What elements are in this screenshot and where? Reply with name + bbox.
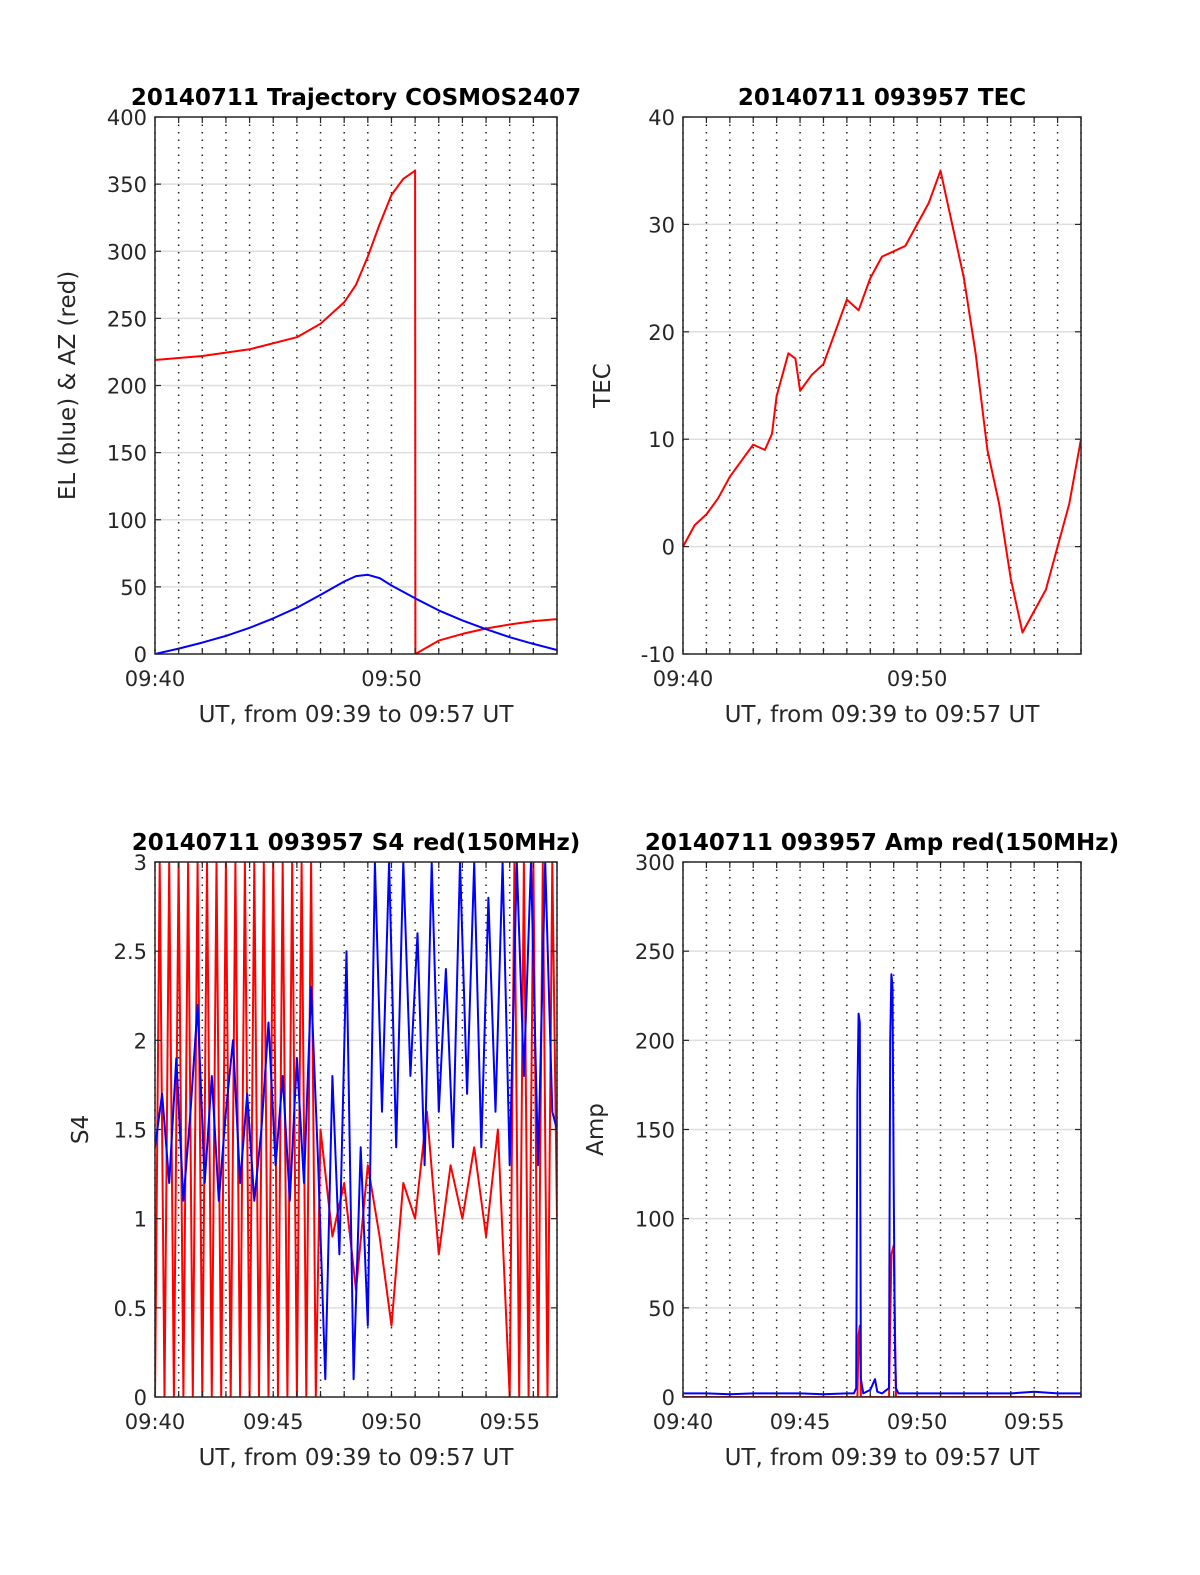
trajectory-x-tick-label: 09:40 bbox=[125, 667, 186, 691]
amp-x-tick-label: 09:55 bbox=[1004, 1410, 1065, 1434]
amp-y-tick-label: 300 bbox=[635, 851, 675, 875]
amp-y-tick-label: 50 bbox=[648, 1297, 675, 1321]
tec-x-tick-label: 09:50 bbox=[887, 667, 948, 691]
trajectory-y-tick-label: 150 bbox=[107, 442, 147, 466]
trajectory-plot: 09:40 09:50 0 50 100 150 200 250 300 350 400 UT, fr… bbox=[55, 85, 581, 728]
tec-axes-frame bbox=[682, 116, 1082, 655]
s4-y-tick-label: 2 bbox=[134, 1029, 147, 1053]
s4-x-tick-label: 09:45 bbox=[243, 1410, 304, 1434]
tec-title: 20140711 093957 TEC bbox=[738, 85, 1026, 111]
s4-y-tick-label: 0 bbox=[134, 1386, 147, 1410]
amp-series-red-line bbox=[683, 1244, 1081, 1397]
tec-y-tick-label: 0 bbox=[662, 536, 675, 560]
tec-y-axis-label: TEC bbox=[590, 363, 616, 409]
amp-x-axis-label: UT, from 09:39 to 09:57 UT bbox=[725, 1445, 1041, 1471]
s4-x-tick-label: 09:50 bbox=[361, 1410, 422, 1434]
amp-plot: 09:40 09:45 09:50 09:55 0 50 100 150 200 250 300 UT… bbox=[583, 830, 1119, 1471]
tec-y-tick-label: 40 bbox=[648, 106, 675, 130]
s4-x-tick-label: 09:40 bbox=[125, 1410, 186, 1434]
amp-y-tick-label: 150 bbox=[635, 1119, 675, 1143]
amp-y-axis-label: Amp bbox=[583, 1103, 609, 1156]
tec-y-tick-label: -10 bbox=[641, 643, 675, 667]
tec-x-axis-label: UT, from 09:39 to 09:57 UT bbox=[725, 702, 1041, 728]
tec-x-tick-label: 09:40 bbox=[653, 667, 714, 691]
s4-x-axis-label: UT, from 09:39 to 09:57 UT bbox=[199, 1445, 515, 1471]
s4-y-tick-label: 1.5 bbox=[114, 1119, 147, 1143]
tec-y-tick-label: 30 bbox=[648, 213, 675, 237]
trajectory-y-tick-label: 200 bbox=[107, 375, 147, 399]
amp-y-tick-label: 100 bbox=[635, 1208, 675, 1232]
trajectory-x-axis-label: UT, from 09:39 to 09:57 UT bbox=[199, 702, 515, 728]
tec-y-tick-label: 20 bbox=[648, 321, 675, 345]
amp-title: 20140711 093957 Amp red(150MHz) bbox=[645, 830, 1119, 856]
amp-x-tick-label: 09:50 bbox=[887, 1410, 948, 1434]
trajectory-y-tick-label: 350 bbox=[107, 173, 147, 197]
amp-x-tick-label: 09:45 bbox=[770, 1410, 831, 1434]
trajectory-y-axis-label: EL (blue) & AZ (red) bbox=[55, 271, 81, 500]
trajectory-y-tick-label: 100 bbox=[107, 509, 147, 533]
amp-y-tick-label: 200 bbox=[635, 1029, 675, 1053]
trajectory-series-blue-line bbox=[155, 573, 557, 654]
s4-y-tick-label: 3 bbox=[134, 851, 147, 875]
amp-y-tick-label: 250 bbox=[635, 940, 675, 964]
s4-y-tick-label: 1 bbox=[134, 1208, 147, 1232]
s4-x-tick-label: 09:55 bbox=[479, 1410, 540, 1434]
trajectory-x-tick-label: 09:50 bbox=[361, 667, 422, 691]
s4-y-axis-label: S4 bbox=[68, 1115, 94, 1144]
s4-y-tick-label: 0.5 bbox=[114, 1297, 147, 1321]
tec-y-tick-label: 10 bbox=[648, 428, 675, 452]
s4-series-red-line bbox=[155, 862, 557, 1397]
amp-x-tick-label: 09:40 bbox=[653, 1410, 714, 1434]
trajectory-y-tick-label: 300 bbox=[107, 240, 147, 264]
tec-series-red-line bbox=[683, 169, 1081, 634]
tec-plot: 09:40 09:50 -10 0 10 20 30 40 UT, from 09:39 to … bbox=[590, 85, 1082, 728]
amp-y-tick-label: 0 bbox=[662, 1386, 675, 1410]
s4-plot: 09:40 09:45 09:50 09:55 0 0.5 1 1.5 2 2.5 3 UT, fro… bbox=[68, 830, 580, 1471]
s4-y-tick-label: 2.5 bbox=[114, 940, 147, 964]
trajectory-y-tick-label: 0 bbox=[134, 643, 147, 667]
amp-series-blue-line bbox=[683, 973, 1081, 1396]
trajectory-y-tick-label: 400 bbox=[107, 106, 147, 130]
trajectory-title: 20140711 Trajectory COSMOS2407 bbox=[131, 85, 581, 111]
trajectory-y-tick-label: 50 bbox=[120, 576, 147, 600]
s4-series-blue-line bbox=[155, 862, 557, 1381]
s4-title: 20140711 093957 S4 red(150MHz) bbox=[132, 830, 581, 856]
trajectory-y-tick-label: 250 bbox=[107, 307, 147, 331]
trajectory-series-red-line bbox=[155, 169, 557, 654]
